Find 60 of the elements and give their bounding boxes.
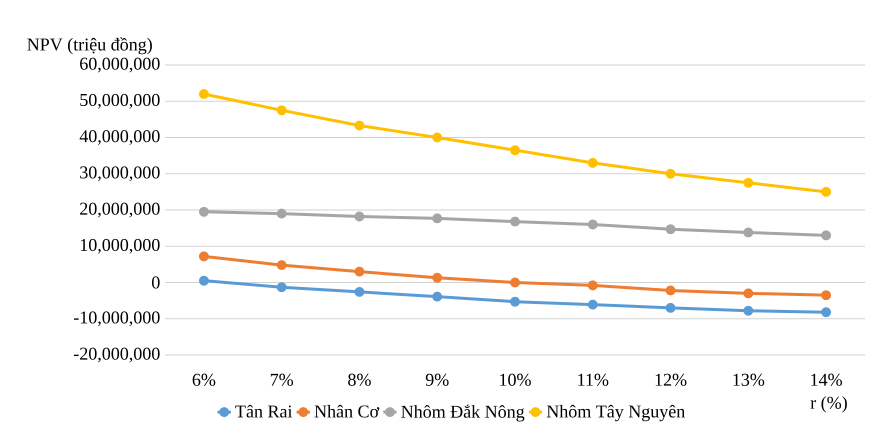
y-tick-label: 30,000,000 bbox=[80, 166, 160, 182]
point bbox=[510, 278, 520, 288]
x-tick-label: 6% bbox=[192, 374, 216, 386]
x-tick-label: 11% bbox=[578, 374, 608, 386]
point bbox=[198, 276, 209, 286]
point bbox=[821, 290, 832, 300]
point bbox=[743, 178, 754, 188]
point bbox=[821, 186, 832, 197]
point bbox=[666, 302, 676, 313]
y-tick-label: 50,000,000 bbox=[80, 94, 160, 109]
point bbox=[276, 282, 287, 292]
point bbox=[198, 206, 209, 217]
x-tick-label: 8% bbox=[348, 374, 371, 386]
x-axis-title: r (%) bbox=[810, 396, 847, 413]
point bbox=[666, 224, 676, 234]
legend-label: Nhân Cơ bbox=[314, 404, 380, 418]
point bbox=[354, 120, 364, 130]
x-tick-label: 14% bbox=[811, 374, 842, 386]
point bbox=[743, 306, 754, 316]
point bbox=[276, 105, 287, 116]
y-tick-label: -10,000,000 bbox=[74, 311, 160, 326]
y-tick-label: 10,000,000 bbox=[80, 238, 160, 254]
point bbox=[432, 292, 442, 302]
x-tick-label: 12% bbox=[656, 374, 686, 386]
y-tick-label: 20,000,000 bbox=[80, 202, 160, 218]
point bbox=[432, 132, 442, 142]
x-tick-label: 13% bbox=[733, 374, 764, 386]
point bbox=[743, 228, 754, 238]
point bbox=[276, 208, 287, 219]
legend-label: Tân Rai bbox=[235, 404, 292, 418]
point bbox=[354, 286, 364, 297]
x-tick-label: 7% bbox=[270, 374, 294, 386]
point bbox=[666, 286, 676, 296]
point bbox=[510, 216, 520, 227]
point bbox=[588, 300, 598, 310]
y-tick-label: -20,000,000 bbox=[74, 348, 160, 362]
point bbox=[354, 266, 364, 277]
point bbox=[588, 280, 598, 290]
legend-label: Nhôm Đắk Nông bbox=[401, 404, 524, 422]
point bbox=[432, 213, 442, 224]
point bbox=[588, 220, 598, 230]
point bbox=[276, 260, 287, 270]
point bbox=[588, 158, 598, 168]
y-tick-label: 0 bbox=[152, 276, 160, 289]
point bbox=[510, 145, 520, 156]
y-tick-label: 40,000,000 bbox=[80, 130, 160, 145]
point bbox=[666, 168, 676, 179]
point bbox=[354, 212, 364, 222]
x-tick-label: 9% bbox=[426, 374, 449, 386]
point bbox=[198, 89, 209, 99]
x-tick-label: 10% bbox=[500, 374, 531, 386]
point bbox=[198, 251, 209, 262]
point bbox=[821, 230, 832, 240]
point bbox=[743, 288, 754, 298]
y-axis-title: NPV (triệu đồng) bbox=[27, 37, 152, 54]
legend-label: Nhôm Tây Nguyên bbox=[546, 404, 685, 422]
y-tick-label: 60,000,000 bbox=[80, 58, 160, 72]
point bbox=[432, 272, 442, 283]
point bbox=[821, 307, 832, 318]
point bbox=[510, 296, 520, 307]
